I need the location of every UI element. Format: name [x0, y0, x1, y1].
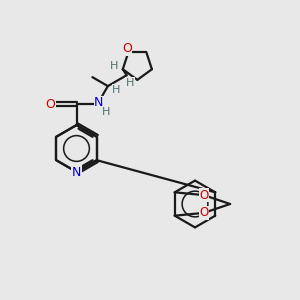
- Text: H: H: [112, 85, 121, 95]
- Text: N: N: [94, 96, 104, 109]
- Text: H: H: [102, 107, 110, 117]
- Text: N: N: [72, 166, 81, 179]
- Text: H: H: [126, 78, 134, 88]
- Text: O: O: [199, 189, 208, 202]
- Text: O: O: [122, 42, 132, 55]
- Text: O: O: [199, 206, 208, 219]
- Text: O: O: [45, 98, 55, 111]
- Text: H: H: [110, 61, 118, 71]
